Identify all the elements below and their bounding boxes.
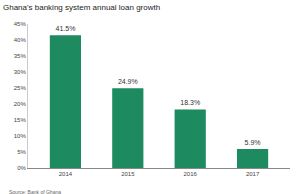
svg-text:0%: 0% (17, 165, 26, 171)
svg-text:2017: 2017 (246, 171, 260, 177)
svg-text:5.9%: 5.9% (245, 139, 261, 146)
svg-text:15%: 15% (14, 117, 27, 123)
svg-text:Source: Bank of Ghana: Source: Bank of Ghana (9, 189, 61, 194)
svg-text:35%: 35% (14, 53, 27, 59)
svg-text:40%: 40% (14, 37, 27, 43)
svg-text:25%: 25% (14, 85, 27, 91)
svg-text:30%: 30% (14, 69, 27, 75)
svg-text:5%: 5% (17, 149, 26, 155)
svg-text:41.5%: 41.5% (55, 25, 75, 32)
svg-text:Ghana's banking system annual: Ghana's banking system annual loan growt… (3, 3, 160, 12)
svg-text:2015: 2015 (121, 171, 135, 177)
svg-text:24.9%: 24.9% (118, 78, 138, 85)
svg-text:20%: 20% (14, 101, 27, 107)
svg-text:2016: 2016 (184, 171, 198, 177)
svg-text:45%: 45% (14, 21, 27, 27)
svg-text:18.3%: 18.3% (180, 99, 200, 106)
svg-text:2014: 2014 (59, 171, 73, 177)
svg-text:10%: 10% (14, 133, 27, 139)
